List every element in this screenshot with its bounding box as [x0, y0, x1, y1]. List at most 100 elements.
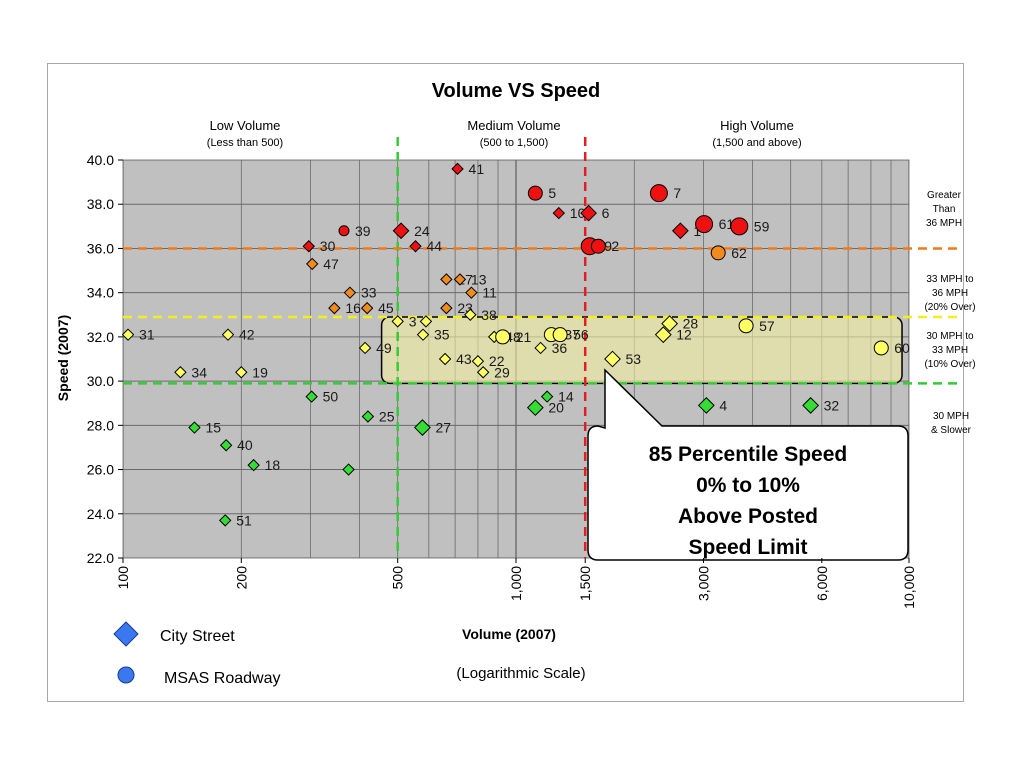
- point-label: 13: [471, 271, 487, 287]
- point-7: [649, 184, 668, 203]
- point-label: 35: [434, 327, 450, 343]
- point-label: 48: [505, 329, 521, 345]
- point-42: [221, 328, 235, 341]
- speed-band-1-line-3: 36 MPH: [926, 218, 962, 229]
- point-45: [360, 301, 374, 315]
- point-label: 6: [602, 205, 610, 221]
- point-22: [471, 355, 485, 368]
- point-label: 61: [719, 216, 735, 232]
- y-tick-label: 38.0: [87, 196, 114, 212]
- point-label: 49: [376, 340, 392, 356]
- point-41: [451, 162, 464, 176]
- point-19: [235, 366, 248, 379]
- point-label: 20: [548, 400, 564, 416]
- point-44: [409, 240, 422, 253]
- point-label: 50: [323, 389, 339, 405]
- point-2: [590, 238, 606, 254]
- x-tick-label: 200: [233, 566, 249, 590]
- point-unlabeled: [419, 315, 433, 328]
- point-label: 19: [252, 364, 268, 380]
- callout-line-4: Speed Limit: [688, 536, 807, 559]
- point-29: [476, 366, 490, 379]
- point-label: 21: [516, 329, 532, 345]
- point-label: 5: [548, 185, 556, 201]
- point-5: [527, 185, 543, 201]
- point-35: [416, 328, 430, 341]
- point-57: [738, 318, 754, 334]
- point-49: [358, 341, 372, 355]
- point-20: [526, 399, 544, 417]
- y-tick-label: 28.0: [87, 417, 114, 433]
- point-56: [552, 327, 568, 343]
- point-50: [305, 390, 318, 403]
- threshold-lines: [123, 137, 958, 558]
- speed-band-3-line-3: (10% Over): [924, 359, 975, 370]
- point-39: [338, 225, 350, 237]
- speed-band-4: 30 MPH & Slower: [931, 411, 972, 436]
- point-label: 34: [191, 364, 207, 380]
- y-tick-label: 24.0: [87, 506, 114, 522]
- point-label: 57: [759, 318, 775, 334]
- chart-title: Volume VS Speed: [432, 80, 601, 102]
- point-33: [343, 286, 357, 299]
- speed-band-2-line-1: 33 MPH to: [926, 274, 974, 285]
- point-10: [552, 206, 566, 220]
- point-62: [710, 245, 726, 261]
- point-28: [661, 315, 679, 333]
- point-6: [580, 204, 597, 222]
- x-tick-label: 500: [390, 566, 406, 590]
- point-label: 10: [570, 205, 586, 221]
- point-label: 62: [731, 245, 747, 261]
- point-12: [654, 326, 672, 344]
- point-label: 9: [604, 238, 612, 254]
- point-label: 15: [205, 420, 221, 436]
- y-tick-label: 36.0: [87, 240, 114, 256]
- callout-line-2: 0% to 10%: [696, 474, 800, 497]
- y-tick-label: 34.0: [87, 285, 114, 301]
- y-axis-label: Speed (2007): [55, 315, 71, 401]
- y-tick-label: 40.0: [87, 152, 114, 168]
- point-label: 11: [482, 285, 497, 301]
- speed-band-3-line-1: 30 MPH to: [926, 331, 974, 342]
- point-label: 22: [489, 353, 505, 369]
- point-34: [174, 366, 187, 379]
- callout-line-1: 85 Percentile Speed: [649, 443, 847, 466]
- y-tick-label: 22.0: [87, 550, 114, 566]
- band-low-sub: (Less than 500): [207, 137, 283, 149]
- x-tick-label: 3,000: [696, 566, 712, 601]
- point-label: 56: [573, 327, 589, 343]
- point-label: 36: [552, 340, 568, 356]
- point-label: 7: [673, 185, 681, 201]
- point-label: 12: [676, 327, 692, 343]
- legend-city-street: City Street: [160, 628, 235, 645]
- point-40: [219, 439, 233, 452]
- data-points: 3134154240511918304750391633454925244433…: [121, 161, 910, 528]
- point-label: 29: [494, 364, 510, 380]
- point-1: [671, 222, 689, 240]
- point-label: 60: [894, 340, 910, 356]
- point-label: 51: [236, 512, 252, 528]
- point-15: [188, 421, 201, 434]
- point-label: 32: [824, 397, 840, 413]
- callout-bubble: [587, 368, 909, 561]
- point-label: 45: [378, 300, 394, 316]
- speed-band-3: 30 MPH to 33 MPH (10% Over): [924, 331, 975, 370]
- point-unlabeled: [342, 463, 355, 476]
- point-label: 42: [239, 327, 255, 343]
- point-label: 4: [719, 397, 727, 413]
- point-13: [453, 273, 467, 286]
- point-label: 25: [379, 408, 395, 424]
- x-axis-note: (Logarithmic Scale): [456, 665, 585, 682]
- point-label: 18: [265, 457, 281, 473]
- point-label: 24: [414, 223, 430, 239]
- band-low-label: Low Volume: [210, 118, 281, 133]
- legend-circle-icon: [117, 666, 135, 684]
- point-53: [604, 350, 621, 368]
- point-label: 2: [611, 238, 619, 254]
- point-30: [302, 240, 316, 253]
- x-tick-label: 10,000: [901, 566, 917, 609]
- point-label: 1: [693, 223, 701, 239]
- speed-band-4-line-1: 30 MPH: [933, 411, 969, 422]
- x-tick-label: 1,000: [508, 566, 524, 601]
